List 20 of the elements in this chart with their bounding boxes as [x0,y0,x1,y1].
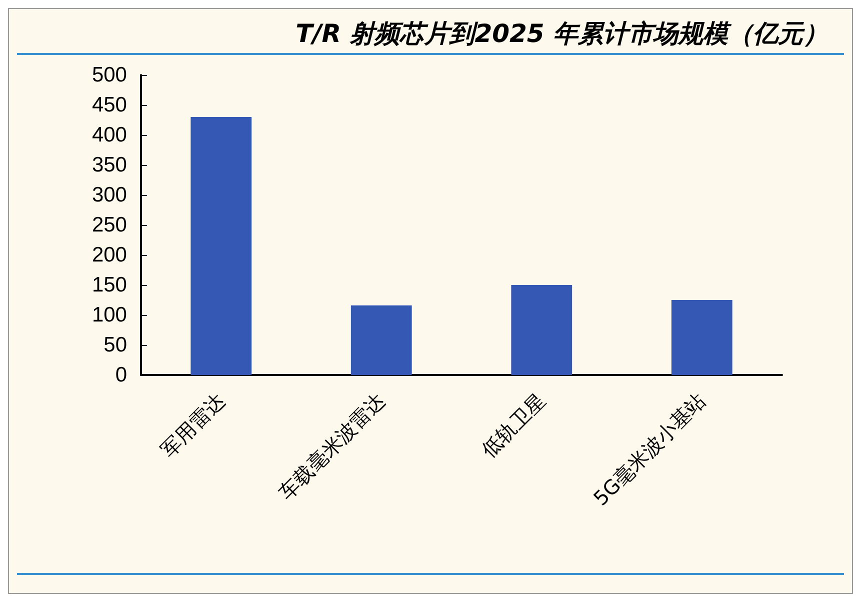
bar [350,305,412,375]
y-tick-label: 500 [92,64,127,86]
y-tick-label: 50 [104,334,127,356]
x-tick-label: 5G毫米波小基站 [588,388,710,510]
y-tick-label: 200 [92,244,127,266]
x-tick-label: 军用雷达 [156,388,230,462]
bar [671,300,732,375]
y-tick-label: 100 [92,304,127,326]
x-tick-label: 车载毫米波雷达 [274,388,390,504]
y-tick-label: 400 [92,124,127,146]
x-tick-label: 低轨卫星 [476,388,550,462]
bar [190,117,252,375]
y-tick-label: 250 [92,214,127,236]
y-tick-label: 450 [92,94,127,116]
y-tick-label: 350 [92,154,127,176]
y-tick-label: 300 [92,184,127,206]
chart-title: T/R 射频芯片到2025 年累计市场规模（亿元） [294,18,829,50]
y-tick-label: 0 [115,364,127,386]
bar [511,285,572,375]
y-tick-label: 150 [92,274,127,296]
